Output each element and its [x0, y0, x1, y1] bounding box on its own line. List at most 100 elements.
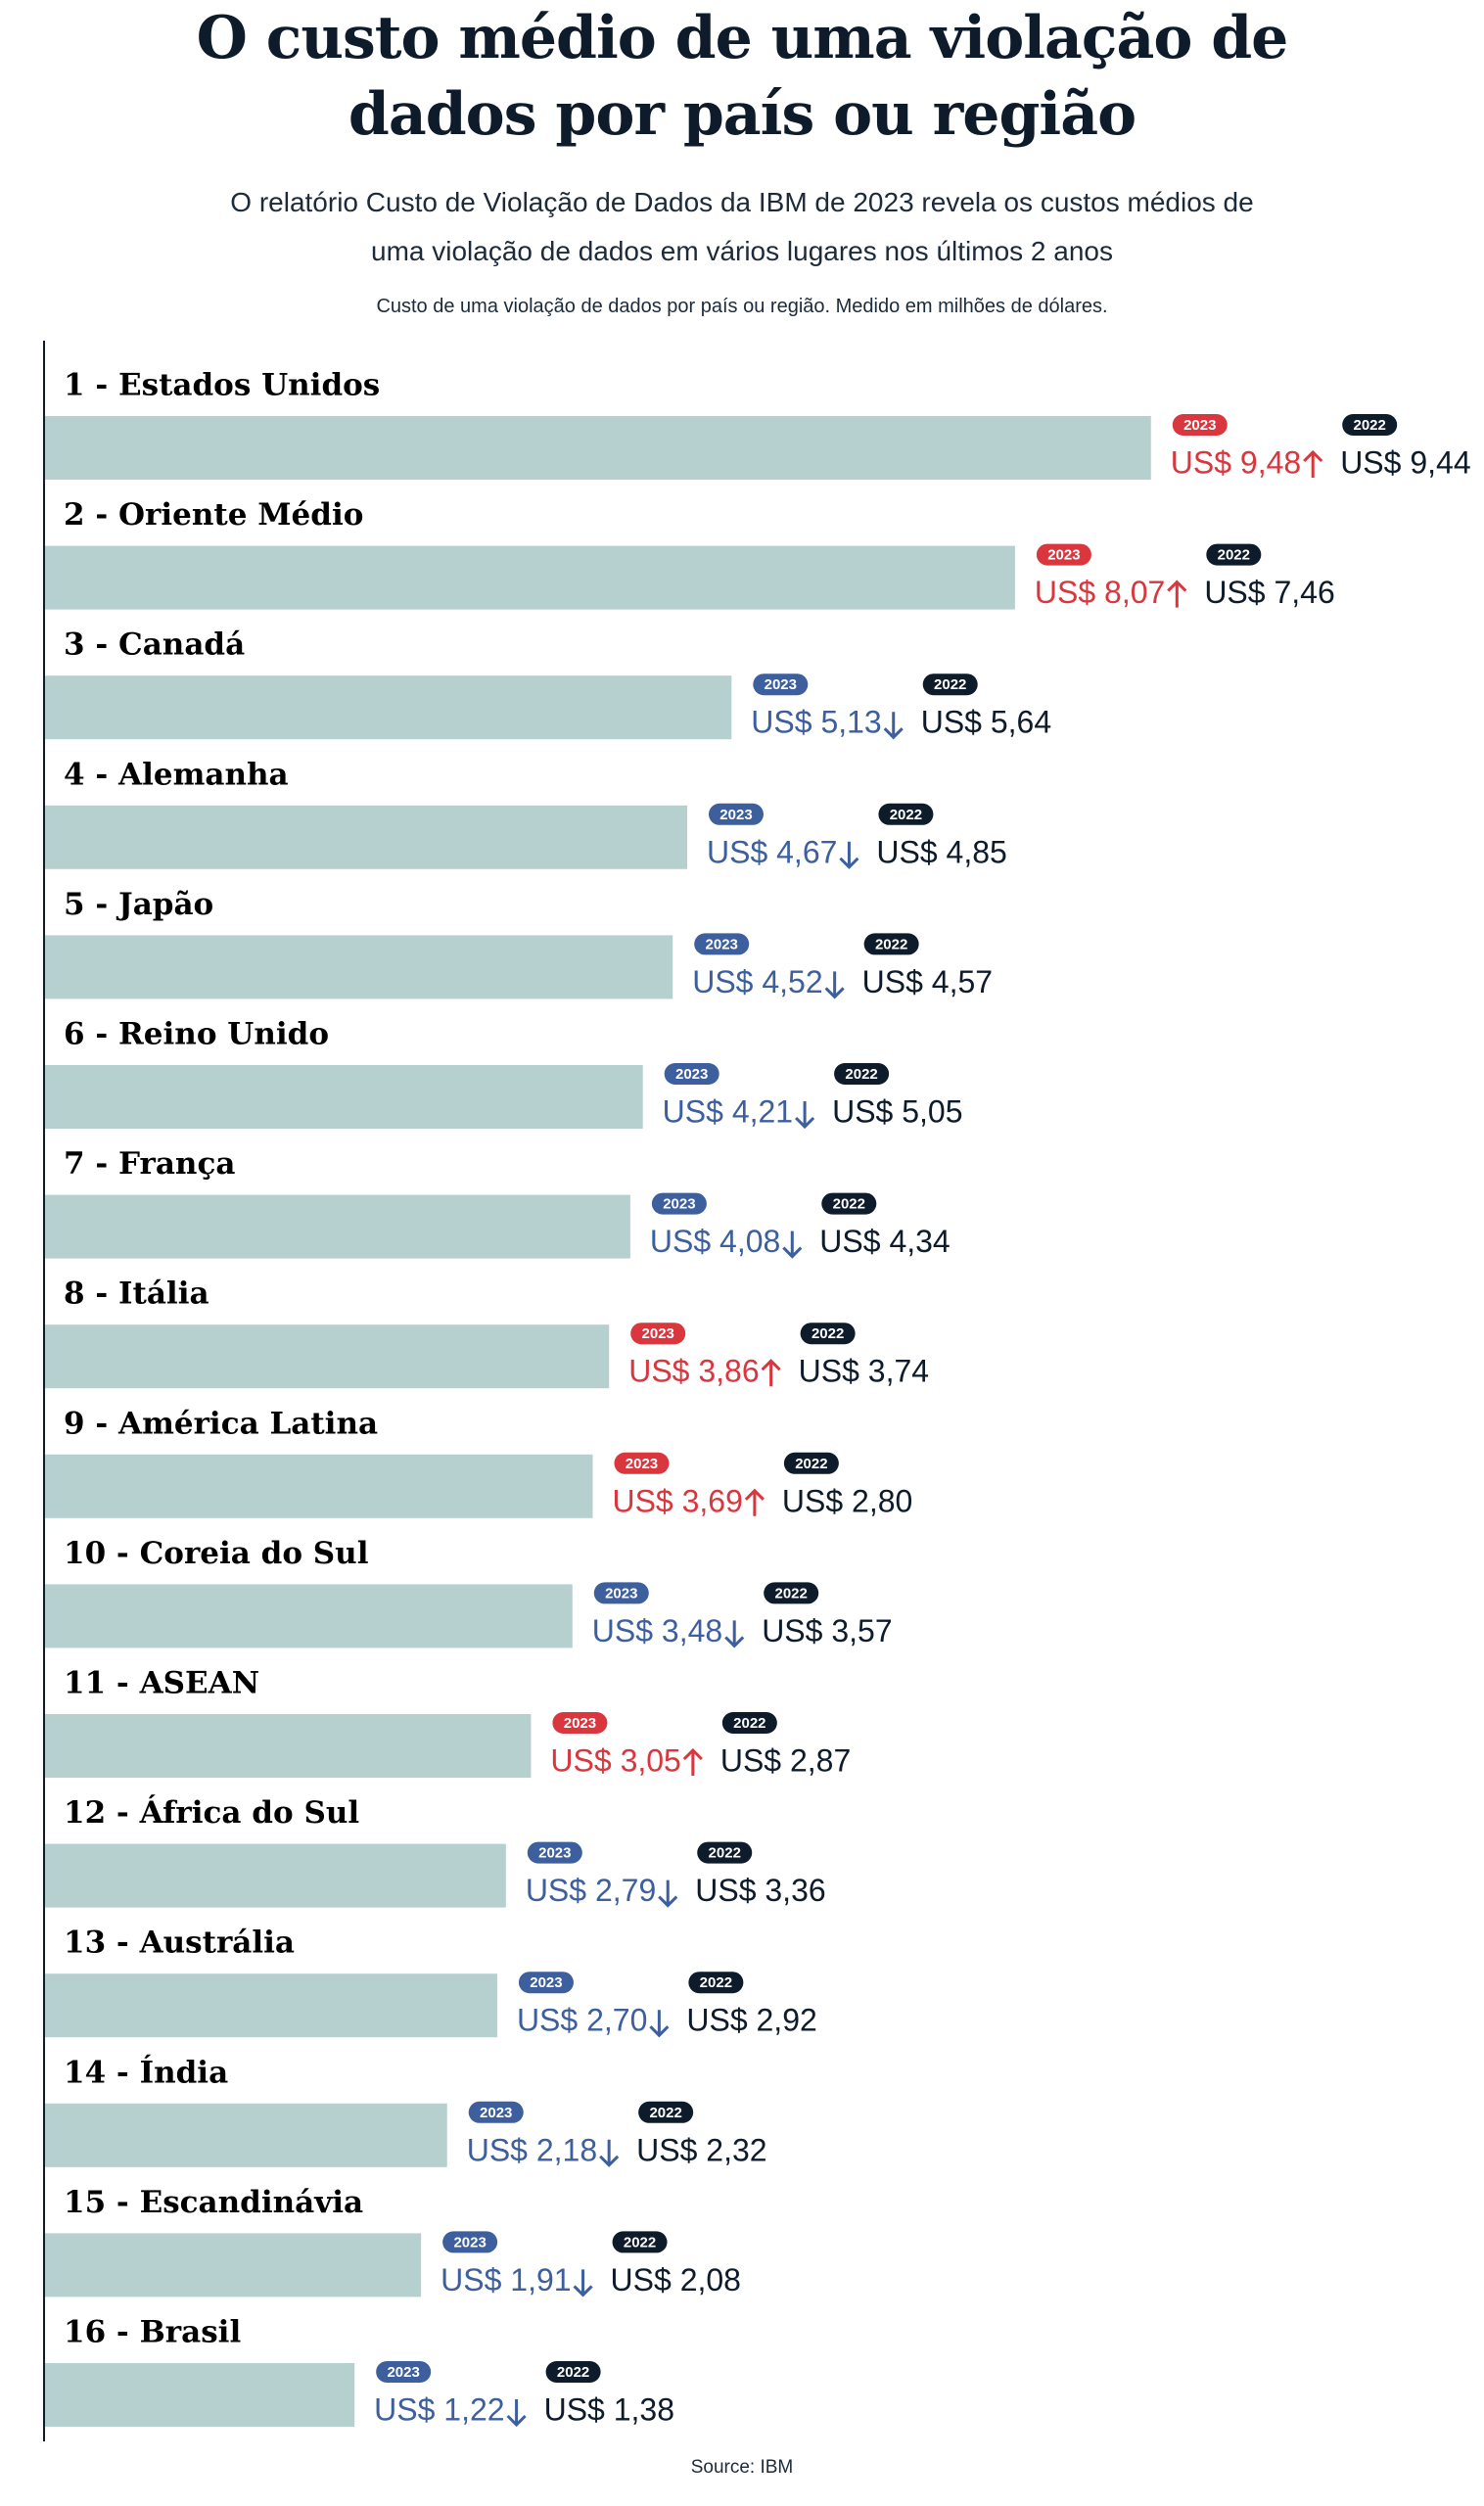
value-label-2022: US$ 4,57 — [862, 964, 993, 999]
value-label-2023: US$ 1,91 — [441, 2262, 571, 2297]
year-badge — [1036, 543, 1091, 566]
year-badge-label: 2023 — [1047, 547, 1080, 564]
year-badge — [721, 1712, 777, 1734]
value-label-2023: US$ 3,05 — [550, 1742, 680, 1778]
year-badge-label: 2023 — [706, 936, 738, 952]
year-badge-label: 2022 — [709, 1845, 741, 1862]
year-badge-label: 2023 — [1183, 417, 1216, 434]
year-badge — [527, 1841, 582, 1864]
category-label: 16 - Brasil — [64, 2315, 241, 2350]
year-badge — [1172, 414, 1228, 436]
year-badge-label: 2023 — [642, 1325, 674, 1342]
bar — [45, 675, 732, 740]
year-badge — [688, 1972, 744, 1994]
year-badge-label: 2022 — [890, 807, 922, 823]
title: O custo médio de uma violação de dados p… — [196, 4, 1289, 149]
value-label-2022: US$ 2,80 — [782, 1483, 912, 1518]
year-badge-label: 2023 — [719, 807, 752, 823]
year-badge — [783, 1452, 839, 1474]
value-label-2023: US$ 4,21 — [663, 1093, 793, 1129]
year-badge — [708, 803, 764, 825]
year-badge — [922, 673, 978, 696]
arrow-down — [824, 971, 845, 999]
year-badge-label: 2023 — [453, 2234, 486, 2251]
value-label-2022: US$ 2,92 — [686, 2003, 816, 2038]
year-badge-label: 2023 — [765, 676, 797, 693]
year-badge — [638, 2101, 694, 2123]
category-label: 5 - Japão — [64, 887, 213, 922]
year-badge-label: 2022 — [934, 676, 966, 693]
year-badge-label: 2022 — [557, 2364, 589, 2381]
bar — [45, 545, 1015, 610]
year-badge-label: 2023 — [538, 1845, 571, 1862]
value-label-2023: US$ 3,86 — [628, 1354, 759, 1389]
arrow-down — [658, 1880, 678, 1908]
year-badge-label: 2022 — [1218, 547, 1250, 564]
value-label-2022: US$ 9,44 — [1340, 444, 1470, 480]
year-badge — [545, 2361, 601, 2383]
year-badge-label: 2022 — [812, 1325, 844, 1342]
year-badge — [863, 933, 919, 955]
bar — [45, 1324, 610, 1389]
arrow-up — [682, 1747, 703, 1776]
value-label-2022: US$ 7,46 — [1204, 575, 1334, 610]
year-badge-label: 2022 — [733, 1715, 765, 1732]
year-badge — [878, 803, 934, 825]
year-badge-label: 2023 — [626, 1456, 658, 1472]
value-label-2023: US$ 3,48 — [592, 1613, 722, 1648]
arrow-up — [761, 1359, 781, 1387]
year-badge — [800, 1323, 856, 1345]
value-label-2023: US$ 2,70 — [517, 2003, 647, 2038]
year-badge-label: 2023 — [605, 1585, 637, 1601]
source: Source: IBM — [690, 2457, 794, 2478]
value-label-2023: US$ 4,52 — [692, 964, 822, 999]
arrow-down — [649, 2010, 670, 2038]
value-label-2022: US$ 3,74 — [799, 1354, 929, 1389]
arrow-down — [839, 841, 859, 869]
year-badge — [630, 1323, 686, 1345]
value-label-2023: US$ 2,79 — [526, 1873, 656, 1908]
year-badge-label: 2022 — [875, 936, 907, 952]
category-label: 4 - Alemanha — [64, 757, 289, 792]
year-badge-label: 2022 — [833, 1196, 865, 1213]
arrow-up — [1303, 449, 1323, 478]
category-label: 12 - África do Sul — [64, 1793, 359, 1831]
value-label-2022: US$ 3,57 — [762, 1613, 892, 1648]
year-badge-label: 2023 — [387, 2364, 419, 2381]
value-label-2023: US$ 3,69 — [612, 1483, 742, 1518]
value-label-2022: US$ 1,38 — [544, 2391, 674, 2427]
bar — [45, 1973, 497, 2038]
year-badge — [552, 1712, 608, 1734]
arrow-down — [573, 2269, 593, 2297]
bar — [45, 2363, 355, 2427]
year-badge — [442, 2231, 498, 2253]
year-badge — [593, 1582, 649, 1604]
value-label-2023: US$ 5,13 — [751, 705, 881, 740]
value-label-2022: US$ 3,36 — [695, 1873, 825, 1908]
category-label: 1 - Estados Unidos — [64, 368, 380, 403]
year-badge — [468, 2101, 524, 2123]
value-label-2023: US$ 1,22 — [374, 2391, 504, 2427]
bar — [45, 1843, 506, 1908]
category-label: 3 - Canadá — [64, 627, 245, 663]
year-badge — [753, 673, 809, 696]
value-label-2022: US$ 4,85 — [876, 834, 1006, 869]
year-badge — [518, 1972, 574, 1994]
value-label-2022: US$ 4,34 — [819, 1224, 950, 1259]
year-badge — [651, 1192, 707, 1215]
arrow-down — [795, 1101, 815, 1130]
arrow-down — [782, 1230, 803, 1259]
bar — [45, 935, 673, 999]
category-label: 8 - Itália — [64, 1276, 209, 1312]
year-badge — [612, 2231, 668, 2253]
year-badge — [614, 1452, 670, 1474]
year-badge — [697, 1841, 753, 1864]
arrow-down — [599, 2139, 620, 2167]
category-label: 10 - Coreia do Sul — [64, 1536, 369, 1571]
year-badge-label: 2023 — [663, 1196, 695, 1213]
year-badge-label: 2022 — [845, 1066, 877, 1083]
bar — [45, 1065, 643, 1129]
note: Custo de uma violação de dados por país … — [376, 296, 1108, 317]
category-label: 7 - França — [64, 1146, 235, 1182]
